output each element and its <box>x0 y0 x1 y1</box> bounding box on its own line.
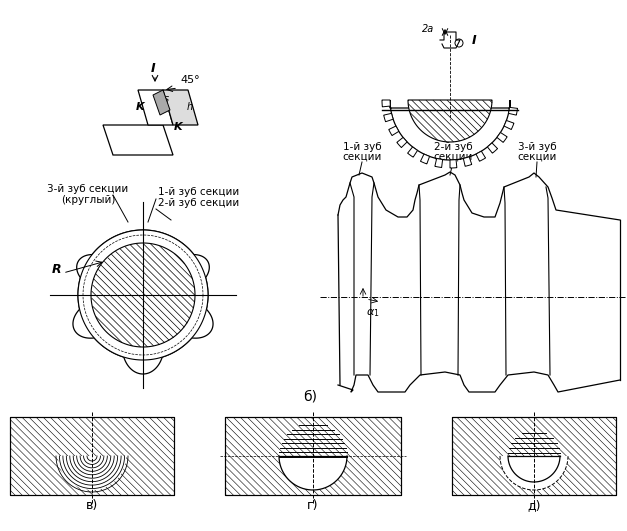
Text: б): б) <box>303 389 317 403</box>
Polygon shape <box>504 121 514 130</box>
Polygon shape <box>78 230 208 360</box>
Text: секции: секции <box>342 152 382 162</box>
Text: $\alpha_1$: $\alpha_1$ <box>366 307 379 319</box>
Bar <box>10 417 174 495</box>
Polygon shape <box>153 90 170 115</box>
Bar <box>452 417 616 495</box>
Polygon shape <box>508 107 517 115</box>
Polygon shape <box>408 100 492 142</box>
Polygon shape <box>138 90 173 125</box>
Polygon shape <box>397 138 407 148</box>
Text: 1-й зуб: 1-й зуб <box>343 142 381 152</box>
Text: д): д) <box>527 499 540 512</box>
Polygon shape <box>279 456 347 490</box>
Polygon shape <box>163 90 198 125</box>
Polygon shape <box>500 456 568 490</box>
Text: 2-й зуб: 2-й зуб <box>434 142 472 152</box>
Bar <box>452 417 616 495</box>
Polygon shape <box>58 456 126 490</box>
Text: секции: секции <box>433 152 473 162</box>
Text: K: K <box>174 122 182 132</box>
Polygon shape <box>435 158 443 167</box>
Text: 2-й зуб секции: 2-й зуб секции <box>158 198 240 208</box>
Polygon shape <box>390 100 510 160</box>
Text: г): г) <box>307 499 319 512</box>
Polygon shape <box>421 154 429 164</box>
Polygon shape <box>476 151 485 161</box>
Text: R: R <box>51 263 61 276</box>
Text: I: I <box>150 62 155 75</box>
Text: I: I <box>472 34 477 47</box>
Polygon shape <box>91 243 195 347</box>
Text: (круглый): (круглый) <box>61 195 115 205</box>
Text: h: h <box>187 102 193 112</box>
Text: s: s <box>164 94 169 104</box>
Text: 3-й зуб секции: 3-й зуб секции <box>48 184 129 194</box>
Bar <box>10 417 174 495</box>
Polygon shape <box>389 126 399 135</box>
Text: K: K <box>135 102 144 112</box>
Text: в): в) <box>86 499 98 512</box>
Text: 45°: 45° <box>180 75 199 85</box>
Polygon shape <box>382 100 390 107</box>
Polygon shape <box>408 147 418 157</box>
Text: а): а) <box>443 117 457 131</box>
Text: 3-й зуб: 3-й зуб <box>518 142 556 152</box>
Polygon shape <box>497 133 507 142</box>
Polygon shape <box>73 230 213 374</box>
Polygon shape <box>384 113 393 122</box>
Polygon shape <box>103 125 173 155</box>
Polygon shape <box>463 157 472 166</box>
Bar <box>225 417 401 495</box>
Polygon shape <box>450 160 457 168</box>
Polygon shape <box>487 143 498 153</box>
Bar <box>225 417 401 495</box>
Text: секции: секции <box>517 152 557 162</box>
Text: 1-й зуб секции: 1-й зуб секции <box>158 187 240 197</box>
Text: 2a: 2a <box>422 24 434 34</box>
